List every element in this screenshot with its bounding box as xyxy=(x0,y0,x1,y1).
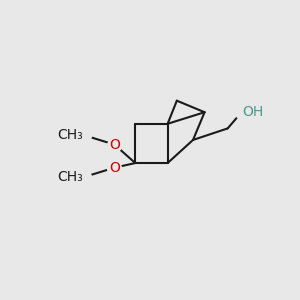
Text: CH₃: CH₃ xyxy=(58,170,83,184)
Text: O: O xyxy=(109,138,120,152)
Text: CH₃: CH₃ xyxy=(58,128,83,142)
Text: OH: OH xyxy=(243,105,264,119)
Text: O: O xyxy=(109,161,120,175)
